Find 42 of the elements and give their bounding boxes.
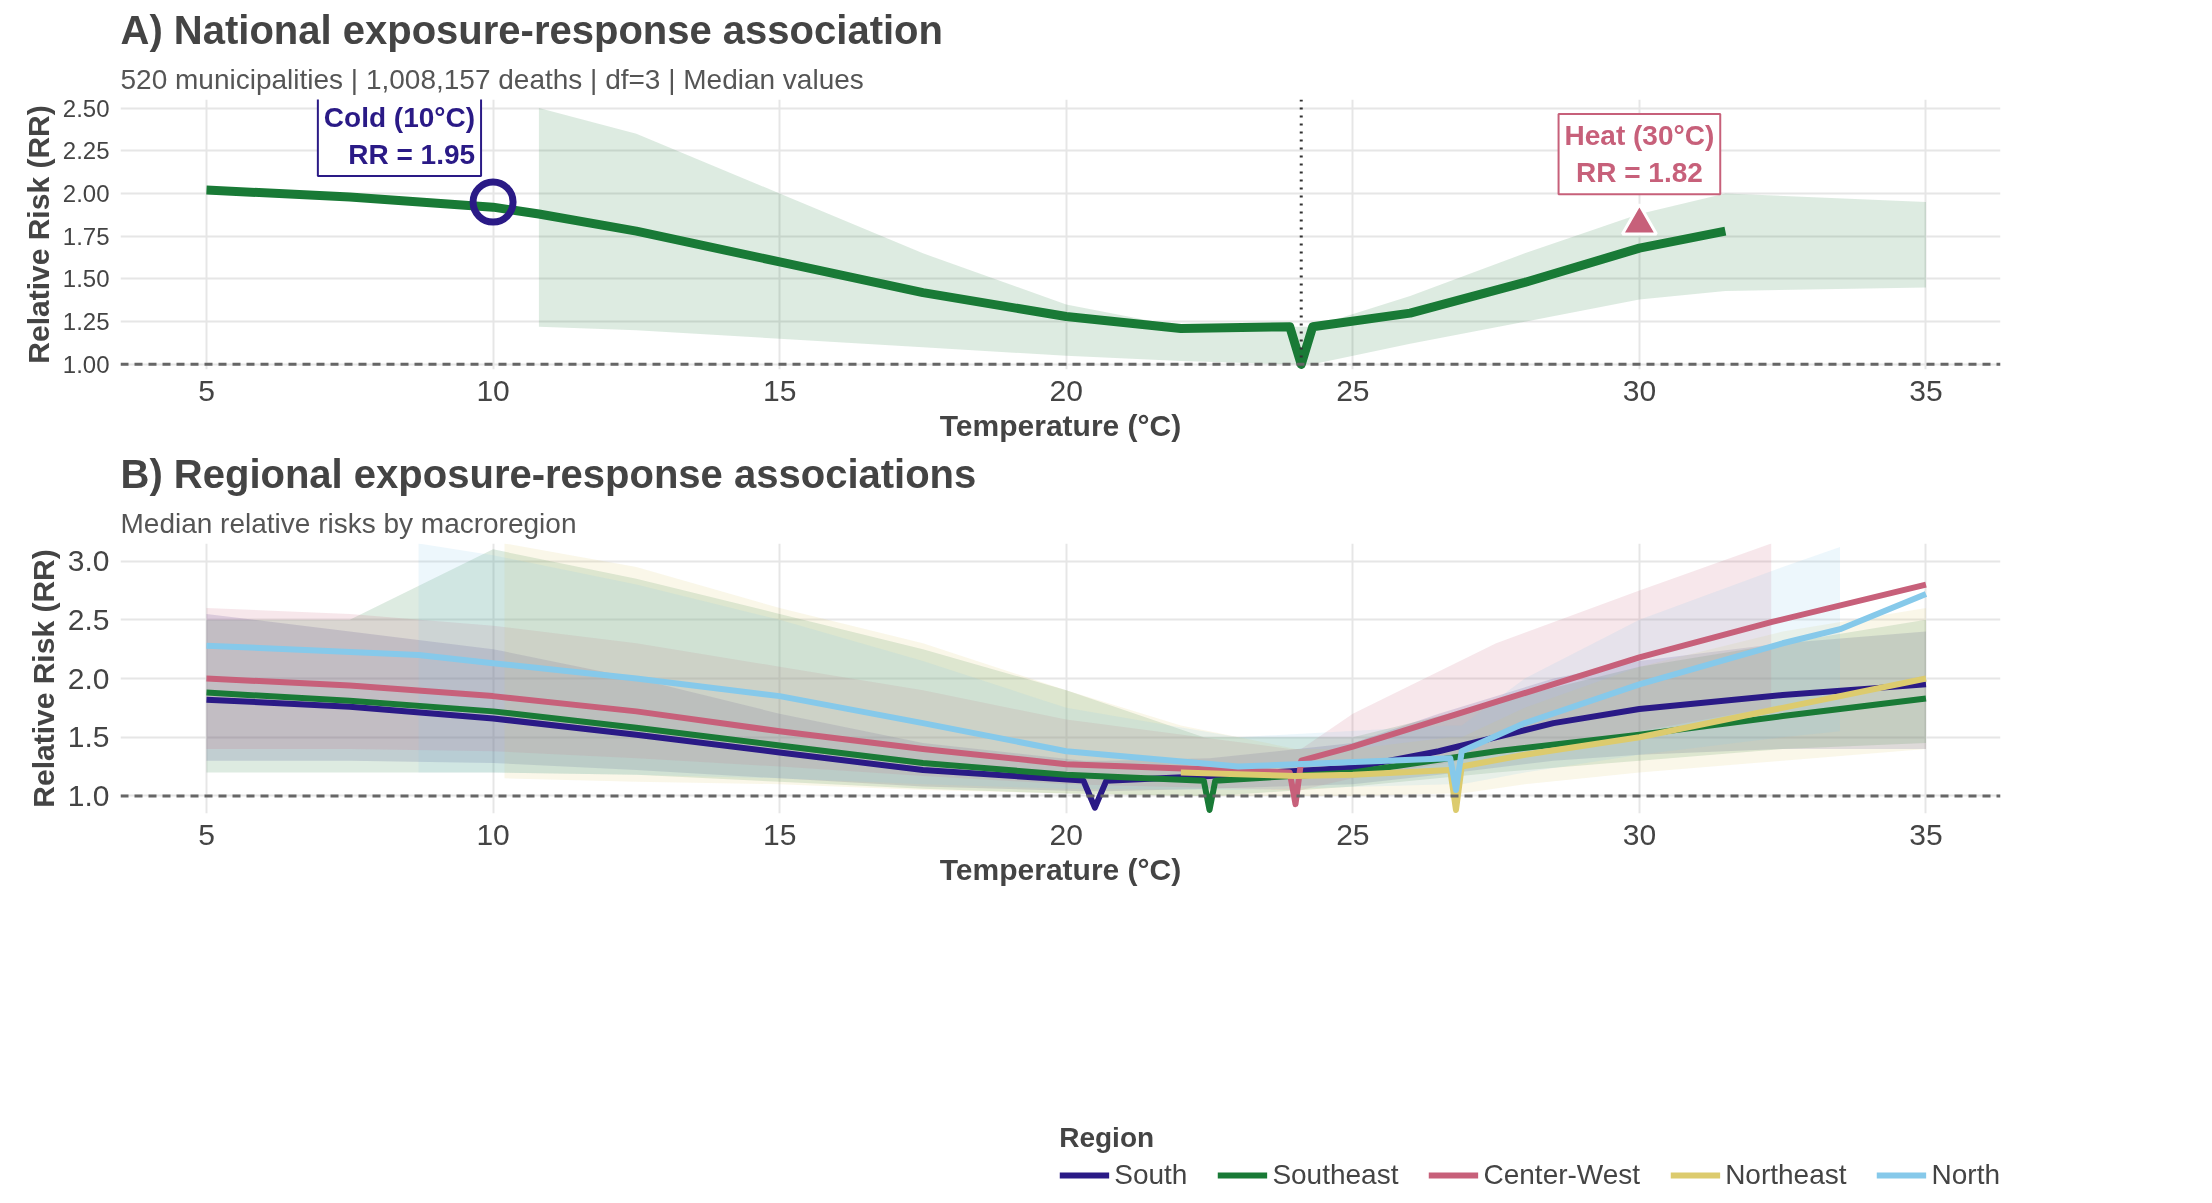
x-axis-title: Temperature (°C) [939, 408, 1182, 442]
x-tick-label: 5 [198, 817, 215, 851]
x-tick-label: 35 [1909, 817, 1943, 851]
chart-title: B) Regional exposure-response associations [120, 451, 977, 496]
y-tick-label: 1.00 [62, 350, 110, 378]
x-tick-label: 25 [1336, 373, 1370, 407]
x-axis-title: Temperature (°C) [939, 852, 1182, 886]
chart-subtitle: 520 municipalities | 1,008,157 deaths | df=3 | Median values [120, 63, 864, 95]
y-tick-label: 1.0 [67, 778, 110, 812]
y-tick-label: 1.50 [62, 265, 110, 293]
x-tick-label: 10 [476, 817, 510, 851]
y-tick-label: 1.75 [62, 222, 110, 250]
legend-title: Region [1059, 1122, 1156, 1154]
x-tick-label: 35 [1909, 373, 1943, 407]
legend-label: Northeast [1725, 1159, 1847, 1191]
annotation: Heat (30°C) RR = 1.82 [1564, 120, 1715, 189]
legend-label: Southeast [1272, 1159, 1399, 1191]
legend-label: South [1114, 1159, 1188, 1191]
x-tick-label: 30 [1622, 817, 1657, 851]
y-tick-label: 1.25 [62, 308, 110, 336]
chart-title: A) National exposure-response association [120, 7, 943, 52]
y-tick-label: 1.5 [67, 720, 110, 754]
annotation: Cold (10°C) RR = 1.95 [323, 101, 476, 171]
y-tick-label: 2.50 [62, 94, 110, 122]
legend-label: Center-West [1483, 1159, 1641, 1191]
x-tick-label: 5 [198, 373, 215, 407]
x-tick-label: 20 [1049, 373, 1083, 407]
x-tick-label: 25 [1336, 817, 1370, 851]
legend-label: North [1931, 1159, 2000, 1191]
x-tick-label: 15 [762, 817, 797, 851]
x-tick-label: 15 [762, 373, 797, 407]
x-tick-label: 30 [1622, 373, 1657, 407]
y-tick-label: 2.5 [67, 602, 110, 636]
y-tick-label: 2.25 [62, 137, 110, 165]
y-tick-label: 2.00 [62, 179, 110, 207]
x-tick-label: 10 [476, 373, 510, 407]
x-tick-label: 20 [1049, 817, 1083, 851]
chart-subtitle: Median relative risks by macroregion [120, 507, 577, 539]
y-axis-title: Relative Risk (RR) [26, 549, 60, 808]
y-tick-label: 2.0 [67, 661, 110, 695]
y-tick-label: 3.0 [67, 544, 110, 578]
y-axis-title: Relative Risk (RR) [21, 105, 55, 364]
